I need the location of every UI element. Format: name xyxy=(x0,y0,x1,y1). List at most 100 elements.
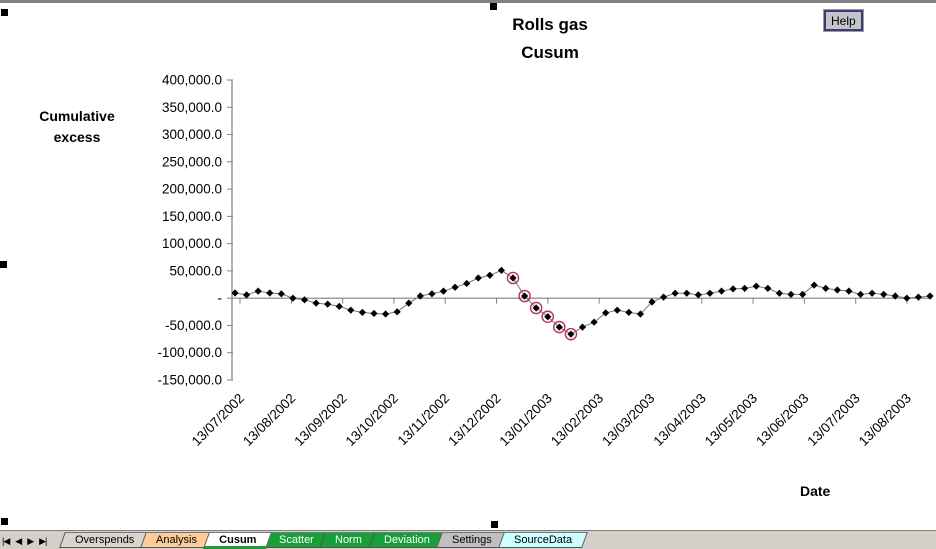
sheet-tab-label: SourceData xyxy=(513,534,573,546)
x-tick-label: 13/06/2003 xyxy=(753,391,811,449)
data-point-marker[interactable] xyxy=(752,282,760,290)
data-point-marker[interactable] xyxy=(544,313,552,321)
x-tick-label: 13/05/2003 xyxy=(702,391,760,449)
data-point-marker[interactable] xyxy=(520,292,529,300)
data-point-marker[interactable] xyxy=(659,293,668,301)
data-point-marker[interactable] xyxy=(741,284,749,292)
x-tick-label: 13/08/2003 xyxy=(856,391,914,449)
data-point-marker[interactable] xyxy=(451,283,459,291)
data-point-marker[interactable] xyxy=(486,271,494,279)
data-point-marker[interactable] xyxy=(671,289,679,297)
sheet-tab-analysis[interactable]: Analysis xyxy=(140,532,214,548)
data-point-marker[interactable] xyxy=(729,285,737,293)
data-point-marker[interactable] xyxy=(300,296,309,304)
data-point-marker[interactable] xyxy=(891,292,899,300)
data-point-marker[interactable] xyxy=(694,291,702,299)
data-point-marker[interactable] xyxy=(636,310,645,318)
x-tick-label: 13/02/2003 xyxy=(548,391,606,449)
previous-sheet-button[interactable]: ◀ xyxy=(15,535,22,546)
data-point-marker[interactable] xyxy=(868,289,876,297)
chart-title-line2: Cusum xyxy=(521,43,579,62)
data-point-marker[interactable] xyxy=(405,299,413,307)
highlight-circle xyxy=(553,320,566,334)
data-point-marker[interactable] xyxy=(717,287,726,295)
data-point-marker[interactable] xyxy=(798,290,807,298)
y-tick-label: -150,000.0 xyxy=(157,373,222,388)
sheet-tab-sourcedata[interactable]: SourceData xyxy=(498,532,588,548)
data-point-marker[interactable] xyxy=(532,304,540,312)
sheet-tab-settings[interactable]: Settings xyxy=(436,532,508,548)
selection-handle-top-middle[interactable] xyxy=(490,3,497,10)
data-point-marker[interactable] xyxy=(428,290,436,298)
sheet-tab-label: Norm xyxy=(335,534,363,546)
data-point-marker[interactable] xyxy=(416,292,424,300)
data-point-marker[interactable] xyxy=(509,274,517,282)
data-point-marker[interactable] xyxy=(242,291,251,299)
data-point-marker[interactable] xyxy=(266,289,274,297)
y-tick-label: 100,000.0 xyxy=(162,236,222,251)
data-point-marker[interactable] xyxy=(914,293,923,301)
next-sheet-button[interactable]: ▶ xyxy=(27,535,34,546)
help-button[interactable]: Help xyxy=(823,9,864,32)
sheet-tab-overspends[interactable]: Overspends xyxy=(59,532,151,548)
x-tick-label: 13/07/2002 xyxy=(189,391,247,449)
cusum-chart[interactable]: 400,000.0 350,000.0 300,000.0 250,000.0 200,… xyxy=(0,3,936,530)
selection-handle-top-left[interactable] xyxy=(1,9,8,16)
data-point-marker[interactable] xyxy=(289,294,297,302)
data-point-marker[interactable] xyxy=(706,289,714,297)
x-tick-label: 13/09/2002 xyxy=(291,391,349,449)
data-point-marker[interactable] xyxy=(787,290,795,298)
data-point-marker[interactable] xyxy=(764,284,772,292)
data-point-marker[interactable] xyxy=(625,308,633,316)
data-point-marker[interactable] xyxy=(822,284,830,292)
data-point-marker[interactable] xyxy=(312,299,320,307)
data-point-marker[interactable] xyxy=(463,279,471,288)
data-point-marker[interactable] xyxy=(474,274,482,282)
selection-handle-bottom-middle[interactable] xyxy=(491,521,498,528)
data-point-marker[interactable] xyxy=(590,318,598,326)
data-point-marker[interactable] xyxy=(358,308,367,316)
x-tick-label: 13/12/2002 xyxy=(445,391,503,449)
selection-handle-bottom-left[interactable] xyxy=(1,518,8,525)
data-point-marker[interactable] xyxy=(845,287,853,295)
data-point-marker[interactable] xyxy=(683,289,691,297)
data-point-marker[interactable] xyxy=(324,300,332,308)
chart-object[interactable]: Rolls gas Cusum Help Cumulative excess D… xyxy=(0,3,936,530)
y-tick-label: 150,000.0 xyxy=(162,209,222,224)
data-point-marker[interactable] xyxy=(335,302,343,310)
data-point-marker[interactable] xyxy=(231,289,239,297)
data-point-marker[interactable] xyxy=(567,330,575,338)
data-point-marker[interactable] xyxy=(393,308,401,316)
data-point-marker[interactable] xyxy=(602,309,610,317)
data-point-marker[interactable] xyxy=(648,298,656,306)
data-point-marker[interactable] xyxy=(555,323,563,331)
chart-title: Rolls gas Cusum xyxy=(455,11,645,67)
data-point-marker[interactable] xyxy=(775,289,784,297)
data-point-marker[interactable] xyxy=(277,290,285,298)
selection-handle-left-middle[interactable] xyxy=(0,261,7,268)
data-point-marker[interactable] xyxy=(497,266,506,274)
data-point-marker[interactable] xyxy=(439,287,448,295)
data-point-marker[interactable] xyxy=(578,323,587,331)
data-point-marker[interactable] xyxy=(381,310,390,318)
series-cusum[interactable] xyxy=(231,266,934,338)
first-sheet-button[interactable]: |◀ xyxy=(2,535,10,546)
last-sheet-button[interactable]: ▶| xyxy=(39,535,47,546)
sheet-tab-deviation[interactable]: Deviation xyxy=(368,532,447,548)
y-tick-label: 200,000.0 xyxy=(162,182,222,197)
sheet-tabs: Overspends Analysis Cusum Scatter Norm Deviat… xyxy=(59,532,588,549)
data-point-marker[interactable] xyxy=(856,290,865,298)
data-point-marker[interactable] xyxy=(347,306,355,314)
data-point-marker[interactable] xyxy=(903,294,911,302)
data-point-marker[interactable] xyxy=(880,290,888,298)
data-point-marker[interactable] xyxy=(810,281,818,289)
x-tick-label: 13/01/2003 xyxy=(497,391,555,449)
y-tick-label: - xyxy=(218,291,223,306)
sheet-tab-cusum[interactable]: Cusum xyxy=(203,532,273,549)
data-point-marker[interactable] xyxy=(833,286,841,294)
data-point-marker[interactable] xyxy=(254,287,262,295)
data-point-marker[interactable] xyxy=(926,292,934,300)
x-tick-label: 13/10/2002 xyxy=(343,391,401,449)
data-point-marker[interactable] xyxy=(613,306,621,314)
data-point-marker[interactable] xyxy=(370,309,378,318)
